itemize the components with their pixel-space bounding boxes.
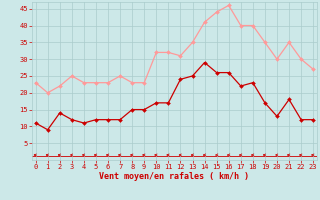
X-axis label: Vent moyen/en rafales ( km/h ): Vent moyen/en rafales ( km/h ) bbox=[100, 172, 249, 181]
